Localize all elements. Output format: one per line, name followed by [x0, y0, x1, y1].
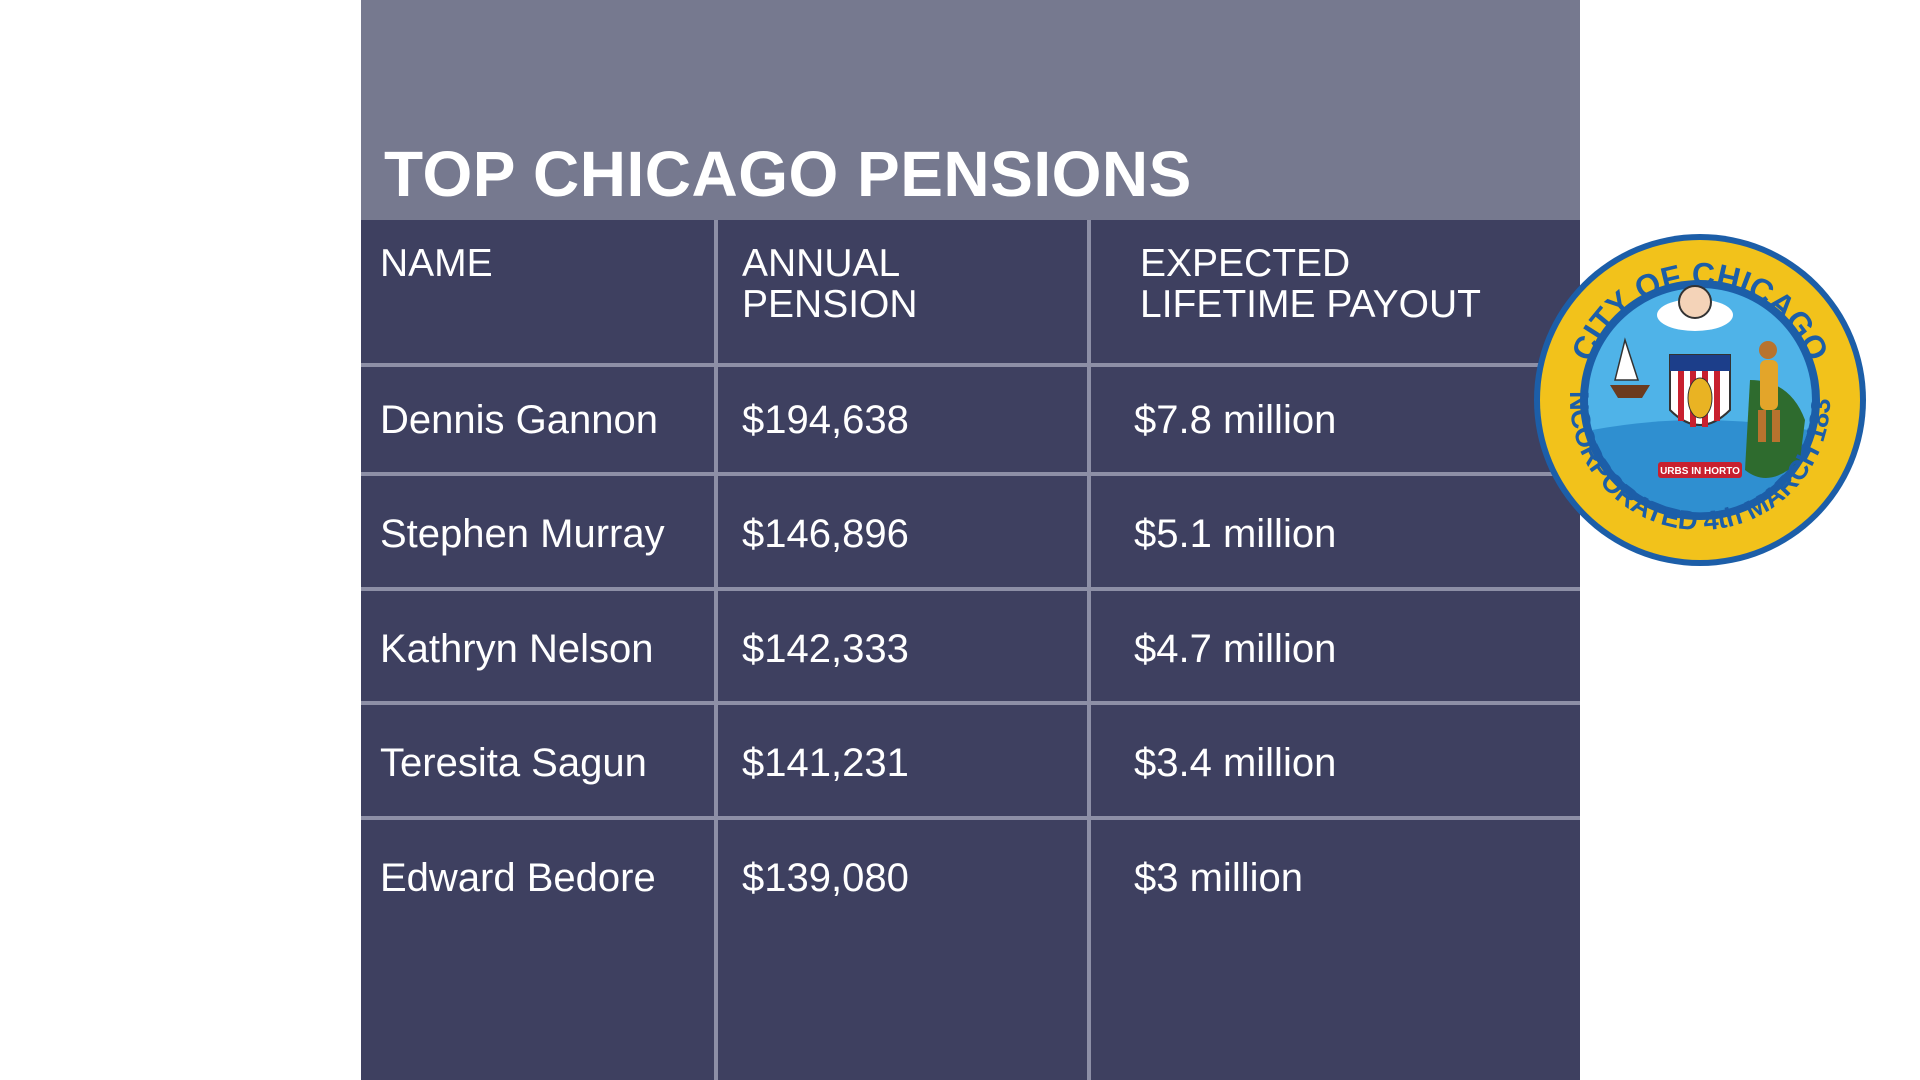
cell-name: Teresita Sagun: [380, 741, 647, 785]
cell-annual-pension: $142,333: [742, 627, 909, 671]
cell-name: Edward Bedore: [380, 856, 656, 900]
column-header-name: NAME: [380, 242, 493, 285]
cell-name: Kathryn Nelson: [380, 627, 654, 671]
row-divider: [361, 816, 1580, 820]
column-header-annual-line2: PENSION: [742, 283, 918, 326]
cell-name: Dennis Gannon: [380, 398, 658, 442]
column-header-lifetime-line1: EXPECTED: [1140, 242, 1351, 285]
cell-lifetime-payout: $4.7 million: [1134, 627, 1337, 671]
cell-lifetime-payout: $5.1 million: [1134, 512, 1337, 556]
row-divider: [361, 701, 1580, 705]
seal-motto: URBS IN HORTO: [1660, 466, 1740, 477]
seal-motto-ribbon: [1658, 462, 1742, 478]
cell-lifetime-payout: $3 million: [1134, 856, 1303, 900]
seal-figure: [1758, 341, 1780, 442]
pension-table-panel: TOP CHICAGO PENSIONS NAME ANNUAL PENSION…: [361, 0, 1580, 1080]
title-band: TOP CHICAGO PENSIONS: [361, 0, 1580, 220]
column-header-lifetime-line2: LIFETIME PAYOUT: [1140, 283, 1481, 326]
cell-annual-pension: $141,231: [742, 741, 909, 785]
chicago-city-seal: URBS IN HORTO CITY OF CHICAGO -INCORPORA…: [1530, 230, 1866, 566]
seal-cherub: [1678, 285, 1712, 319]
column-header-annual-line1: ANNUAL: [742, 242, 901, 285]
cell-annual-pension: $194,638: [742, 398, 909, 442]
cell-lifetime-payout: $7.8 million: [1134, 398, 1337, 442]
column-divider: [714, 220, 718, 1080]
seal-ship: [1610, 337, 1650, 398]
column-divider: [1087, 220, 1091, 1080]
cell-lifetime-payout: $3.4 million: [1134, 741, 1337, 785]
cell-annual-pension: $139,080: [742, 856, 909, 900]
column-header-annual-pension: ANNUAL PENSION: [742, 243, 918, 325]
row-divider: [361, 472, 1580, 476]
row-divider: [361, 363, 1580, 367]
row-divider: [361, 587, 1580, 591]
column-header-lifetime-payout: EXPECTED LIFETIME PAYOUT: [1140, 243, 1481, 325]
cell-annual-pension: $146,896: [742, 512, 909, 556]
seal-shield: [1669, 354, 1731, 427]
page-title: TOP CHICAGO PENSIONS: [384, 138, 1192, 210]
cell-name: Stephen Murray: [380, 512, 665, 556]
